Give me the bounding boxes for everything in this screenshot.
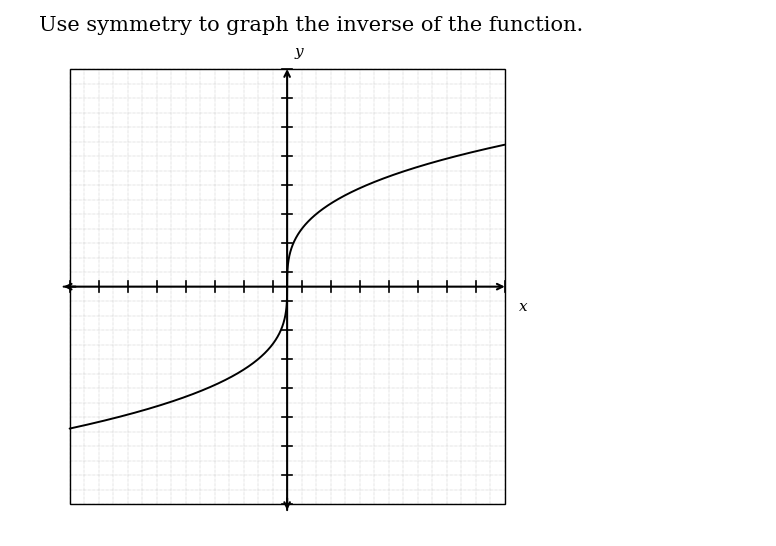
Text: x: x: [519, 300, 528, 314]
Text: Use symmetry to graph the inverse of the function.: Use symmetry to graph the inverse of the…: [39, 16, 583, 35]
Text: y: y: [294, 45, 303, 59]
